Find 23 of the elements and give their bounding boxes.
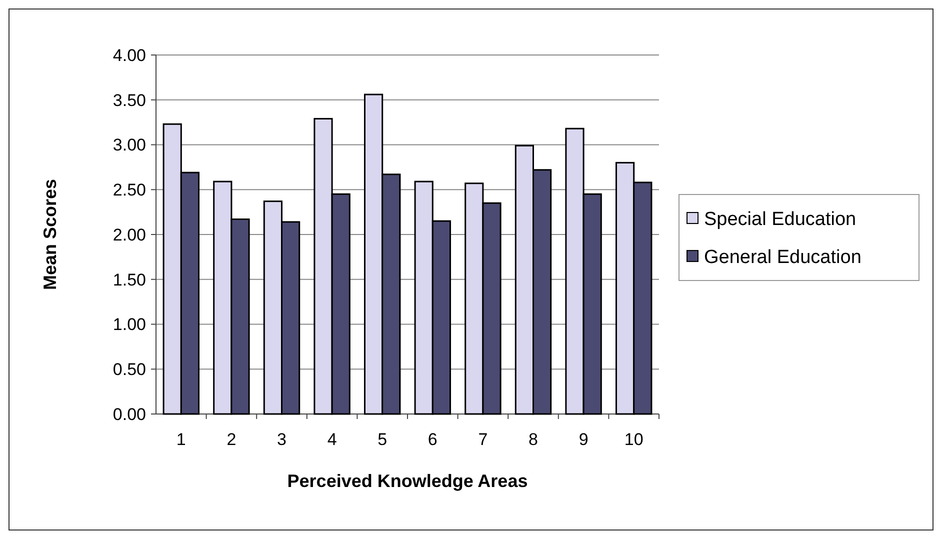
x-tick-label: 5 <box>378 430 388 449</box>
x-tick-label: 4 <box>327 430 337 449</box>
legend-label: Special Education <box>704 209 856 230</box>
x-tick-label: 9 <box>578 430 588 449</box>
x-tick-label: 3 <box>277 430 286 449</box>
x-tick-label: 2 <box>226 430 236 449</box>
y-axis-title: Mean Scores <box>40 178 60 290</box>
x-tick-label: 6 <box>428 430 438 449</box>
y-tick-label: 1.00 <box>112 315 146 334</box>
x-axis-title: Perceived Knowledge Areas <box>287 471 528 491</box>
y-tick-label: 0.50 <box>112 360 146 380</box>
y-tick-label: 2.00 <box>112 225 146 244</box>
y-tick-label: 2.50 <box>112 180 146 200</box>
x-tick-label: 10 <box>624 430 644 449</box>
y-tick-label: 4.00 <box>112 46 146 65</box>
x-tick-label: 8 <box>528 430 538 449</box>
y-tick-label: 3.50 <box>112 90 146 110</box>
y-tick-label: 3.00 <box>112 136 146 155</box>
y-tick-label: 0.00 <box>112 404 146 424</box>
legend-label: General Education <box>704 247 862 268</box>
x-tick-label: 7 <box>478 430 488 449</box>
x-tick-label: 1 <box>176 430 186 449</box>
y-tick-label: 1.50 <box>112 270 146 290</box>
